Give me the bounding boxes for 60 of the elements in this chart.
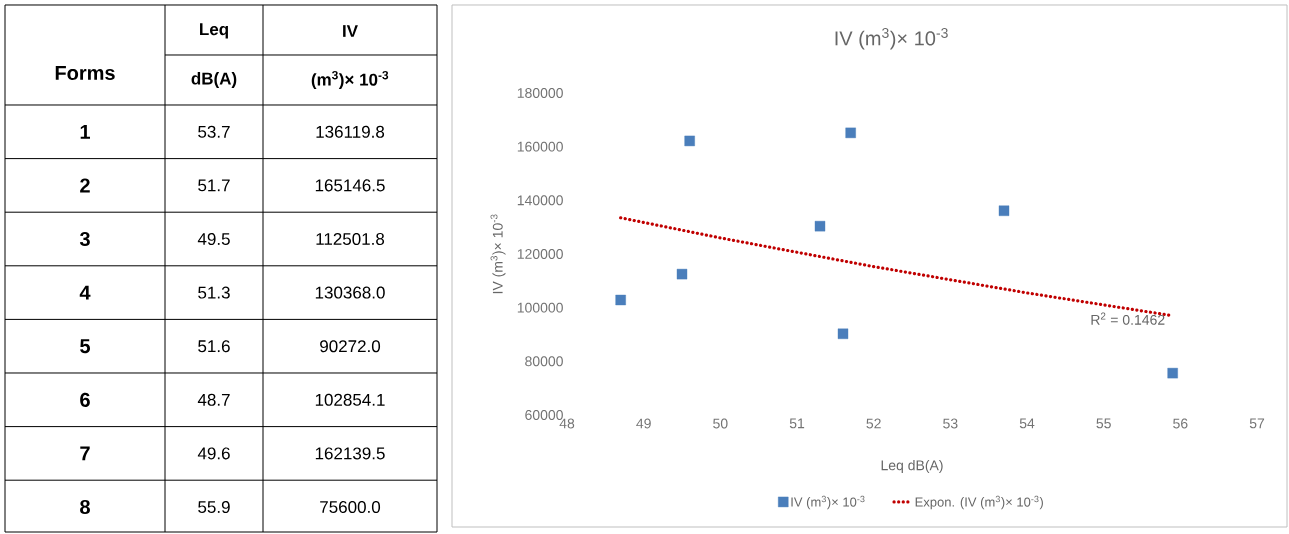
text: 90272.0 (320, 340, 381, 353)
text: 162139.5 (315, 447, 385, 460)
x-tick-label: 52 (866, 418, 881, 429)
point (615, 294, 626, 306)
x-tick-label: 51 (789, 418, 805, 429)
text: 49.5 (197, 232, 230, 246)
point (814, 220, 826, 232)
y-axis-title: IV (m$^{3}$)× 10$^{-3}$ (490, 214, 506, 294)
y-tick-label: 160000 (517, 141, 563, 152)
text: 136119.8 (316, 125, 385, 138)
text: 48.7 (197, 393, 230, 406)
y-tick-label: 60000 (525, 410, 563, 420)
text: 165146.5 (315, 179, 385, 192)
text: 130368.0 (315, 286, 385, 299)
text: 51.3 (198, 286, 230, 299)
x-tick-label: 53 (943, 418, 958, 429)
text: 6 (80, 392, 90, 407)
point (684, 135, 695, 147)
text: 7 (80, 446, 90, 461)
text: 4 (79, 285, 91, 300)
x-tick-label: 56 (1173, 418, 1188, 429)
text: 5 (80, 339, 90, 354)
text: 51.7 (198, 179, 230, 192)
x-tick-label: 49 (636, 418, 651, 429)
x-axis-title: Leq dB(A) (881, 460, 943, 474)
y-tick-label: 100000 (517, 302, 563, 313)
point (845, 127, 856, 139)
y-tick-label: 180000 (517, 88, 563, 98)
x-tick-label: 57 (1249, 418, 1265, 429)
point (676, 268, 688, 280)
x-tick-label: 50 (713, 418, 728, 429)
y-tick-label: 120000 (517, 249, 563, 259)
x-tick-label: 55 (1096, 418, 1111, 429)
text: 51.6 (198, 340, 230, 353)
chart-title: IV (m$^{3}$)× 10$^{-3}$ (835, 28, 948, 50)
point (837, 328, 849, 339)
y-tick-label: 140000 (517, 195, 563, 206)
annotation: R$^{2}$ = 0.1462 (1091, 312, 1165, 325)
legend-label: IV (m$^{3}$)× 10$^{-3}$ (791, 495, 865, 510)
text: 53.7 (198, 125, 230, 138)
text: IV (343, 25, 358, 37)
text: 102854.1 (315, 393, 385, 406)
x-tick-label: 48 (559, 418, 575, 429)
point (1167, 367, 1178, 379)
text: Forms (55, 66, 115, 80)
text: Leq (200, 23, 228, 39)
text: (m$^{3}$)× 10$^{-3}$ (311, 70, 389, 90)
x-tick-label: 54 (1019, 418, 1035, 429)
text: 75600.0 (320, 500, 381, 514)
text: 1 (80, 124, 90, 139)
text: 55.9 (198, 500, 230, 514)
text: 8 (80, 499, 90, 515)
text: 2 (80, 178, 90, 193)
text: 3 (79, 231, 90, 247)
text: 49.6 (197, 447, 230, 460)
point (998, 205, 1010, 216)
text: dB(A) (191, 72, 237, 88)
legend-label: Expon. (IV (m$^{3}$)× 10$^{-3}$) (915, 495, 1043, 510)
text: 112501.8 (316, 232, 385, 246)
y-tick-label: 80000 (525, 356, 563, 367)
